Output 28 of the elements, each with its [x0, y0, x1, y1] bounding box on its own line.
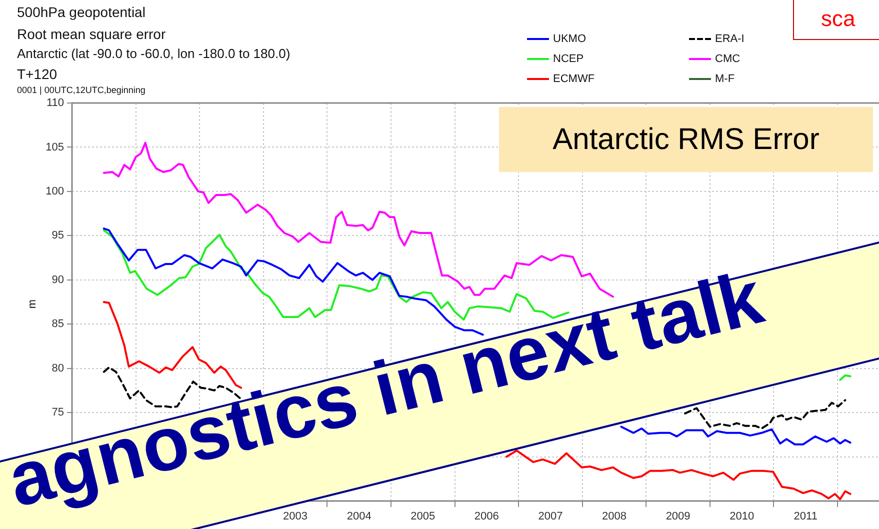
y-tick-label: 80	[52, 362, 64, 374]
legend-label: M-F	[715, 73, 735, 85]
x-tick-label: 2003	[283, 510, 308, 523]
y-tick-label: 95	[52, 230, 64, 242]
x-tick-label: 2011	[794, 510, 818, 523]
x-tick-label: 2007	[538, 510, 563, 523]
y-tick-label: 100	[46, 185, 64, 198]
x-tick-label: 2008	[602, 510, 626, 523]
y-tick-label: 110	[46, 97, 64, 110]
chart-subtitle: Root mean square error Antarctic (lat -90.0 to -60.0, lon -180.0 to 180.0) T+120 0001 | 00UTC,12UTC,beginning	[17, 26, 290, 95]
legend-label: CMC	[715, 53, 740, 65]
note-box: sca	[793, 0, 879, 40]
legend-label: ECMWF	[553, 73, 595, 85]
y-tick-label: 85	[52, 318, 64, 330]
x-tick-label: 2006	[474, 510, 499, 523]
y-axis-title: m	[26, 299, 39, 309]
y-tick-label: 75	[52, 406, 64, 419]
y-tick-label: 105	[46, 141, 64, 154]
x-tick-label: 2004	[346, 510, 372, 523]
legend-label: UKMO	[553, 33, 586, 45]
x-tick-label: 2009	[666, 510, 690, 523]
x-tick-label: 2005	[410, 510, 436, 523]
legend-label: NCEP	[553, 53, 584, 65]
note-box: Antarctic RMS Error	[499, 107, 873, 172]
y-tick-label: 90	[52, 274, 64, 286]
x-tick-label: 2010	[730, 510, 754, 523]
legend-label: ERA-I	[715, 33, 744, 45]
chart-title: 500hPa geopotential	[17, 4, 146, 20]
